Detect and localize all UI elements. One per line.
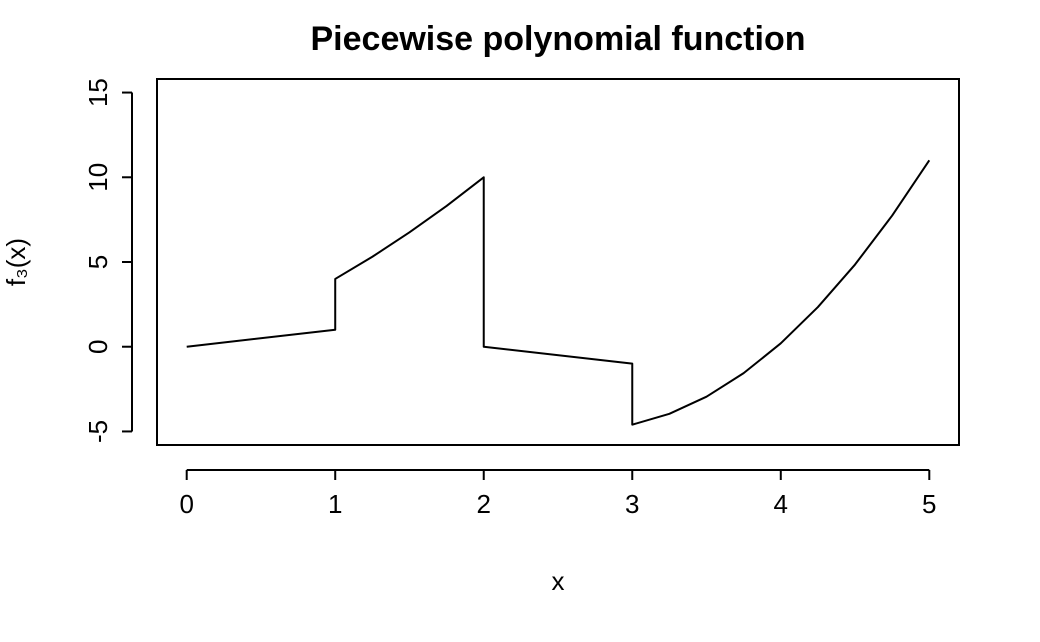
y-tick-label: 10 xyxy=(83,163,113,192)
x-tick-label: 1 xyxy=(328,489,342,519)
x-tick-label: 5 xyxy=(922,489,936,519)
y-tick-label: -5 xyxy=(83,420,113,443)
x-tick-label: 4 xyxy=(774,489,788,519)
data-line xyxy=(186,159,931,426)
y-axis-label: f₃(x) xyxy=(1,238,31,286)
x-tick-label: 3 xyxy=(625,489,639,519)
y-tick-label: 5 xyxy=(83,255,113,269)
x-tick-label: 0 xyxy=(179,489,193,519)
plot-box xyxy=(156,78,960,446)
chart-title: Piecewise polynomial function xyxy=(311,20,806,58)
x-axis-label: x xyxy=(552,566,565,596)
y-tick-label: 0 xyxy=(83,339,113,353)
x-tick-label: 2 xyxy=(477,489,491,519)
y-tick-label: 15 xyxy=(83,78,113,107)
